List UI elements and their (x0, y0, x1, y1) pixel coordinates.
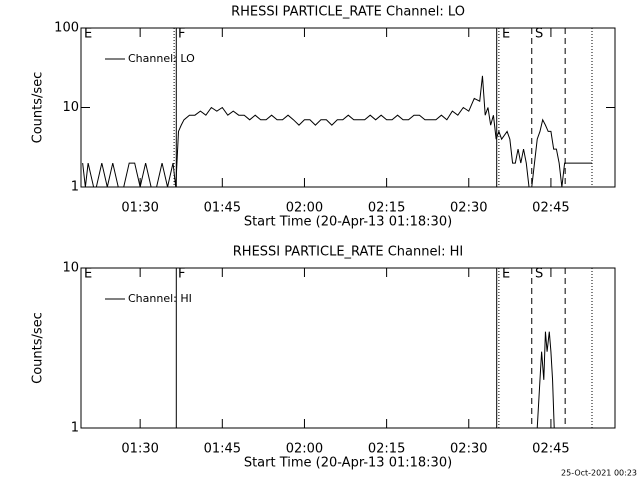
legend-label: Channel: LO (128, 52, 195, 65)
x-tick-label: 01:45 (204, 201, 241, 216)
y-tick-label: 100 (54, 21, 79, 36)
x-tick-label: 02:15 (368, 442, 405, 457)
legend-label: Channel: HI (128, 292, 192, 305)
data-line (82, 75, 592, 187)
y-tick-label: 10 (62, 261, 79, 276)
x-tick-label: 02:00 (286, 201, 323, 216)
x-axis-title: Start Time (20-Apr-13 01:18:30) (244, 215, 452, 230)
data-line (536, 331, 555, 428)
footer: 25-Oct-2021 00:23 (561, 469, 637, 478)
x-tick-label: 02:45 (532, 442, 569, 457)
plot-area (175, 268, 593, 428)
event-label: F (178, 267, 185, 282)
x-tick-label: 01:30 (121, 201, 158, 216)
plot-frame (80, 267, 616, 429)
y-axis-title: Counts/sec (31, 72, 46, 144)
event-label: E (84, 27, 92, 42)
x-tick-label: 01:45 (204, 442, 241, 457)
event-label: S (535, 27, 543, 42)
y-tick-label: 1 (71, 180, 79, 195)
event-label: E (84, 267, 92, 282)
y-tick-label: 10 (62, 100, 79, 115)
event-label: E (502, 27, 510, 42)
x-tick-label: 02:00 (286, 442, 323, 457)
event-label: E (502, 267, 510, 282)
y-tick-label: 1 (71, 421, 79, 436)
chart-title: RHESSI PARTICLE_RATE Channel: HI (233, 245, 463, 260)
x-tick-label: 01:30 (121, 442, 158, 457)
plot-area (82, 28, 593, 187)
x-tick-label: 02:30 (450, 201, 487, 216)
x-tick-label: 02:30 (450, 442, 487, 457)
chart-title: RHESSI PARTICLE_RATE Channel: LO (231, 5, 465, 20)
x-axis-title: Start Time (20-Apr-13 01:18:30) (244, 456, 452, 471)
x-tick-label: 02:45 (532, 201, 569, 216)
y-axis-title: Counts/sec (31, 312, 46, 384)
event-label: F (178, 27, 185, 42)
x-tick-label: 02:15 (368, 201, 405, 216)
event-label: S (535, 267, 543, 282)
